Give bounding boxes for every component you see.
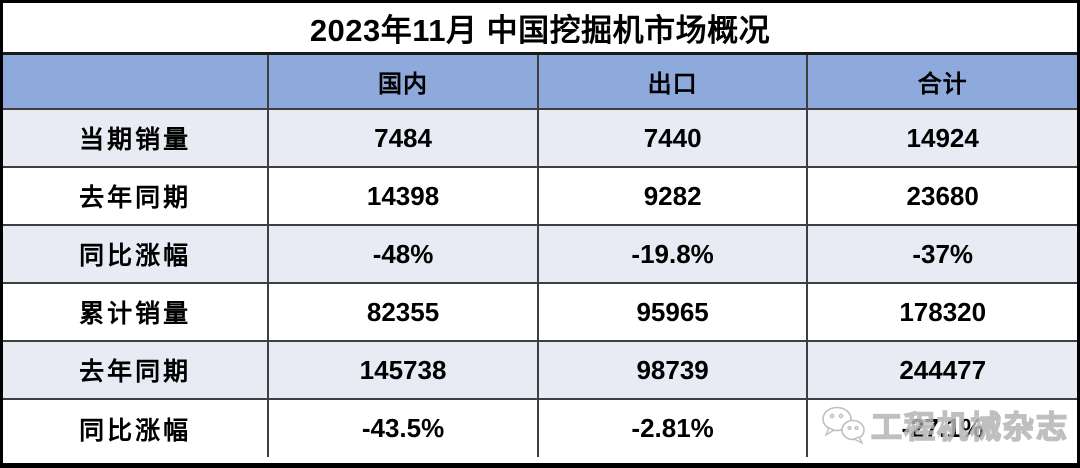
column-header-export: 出口 xyxy=(537,55,809,110)
cell-total: -37% xyxy=(807,225,1077,284)
row-label: 当期销量 xyxy=(3,109,270,168)
cell-total: 14924 xyxy=(807,109,1077,168)
cell-export: 95965 xyxy=(537,283,809,342)
row-label: 同比涨幅 xyxy=(3,399,270,457)
table-row-cumulative-sales: 累计销量 82355 95965 178320 xyxy=(3,283,1077,342)
cell-domestic: -48% xyxy=(268,225,539,284)
row-label: 去年同期 xyxy=(3,167,270,226)
table-header-row: 国内 出口 合计 xyxy=(3,55,1077,110)
cell-export: 98739 xyxy=(537,341,809,400)
cell-total: 23680 xyxy=(807,167,1077,226)
column-header-total: 合计 xyxy=(807,55,1077,110)
row-label: 累计销量 xyxy=(3,283,270,342)
cell-total: 178320 xyxy=(807,283,1077,342)
column-header-blank xyxy=(3,55,270,110)
cell-export: -19.8% xyxy=(537,225,809,284)
cell-domestic: 14398 xyxy=(268,167,539,226)
cell-domestic: 82355 xyxy=(268,283,539,342)
market-table: 国内 出口 合计 当期销量 7484 7440 14924 去年同期 14398… xyxy=(3,55,1077,457)
table-row-yoy-change: 同比涨幅 -48% -19.8% -37% xyxy=(3,225,1077,284)
cell-export: 7440 xyxy=(537,109,809,168)
row-label: 去年同期 xyxy=(3,341,270,400)
cell-export: 9282 xyxy=(537,167,809,226)
cell-domestic: -43.5% xyxy=(268,399,539,457)
table-row-last-year-same-period-cumulative: 去年同期 145738 98739 244477 xyxy=(3,341,1077,400)
cell-total: 244477 xyxy=(807,341,1077,400)
table-row-last-year-same-period: 去年同期 14398 9282 23680 xyxy=(3,167,1077,226)
table-row-yoy-change-cumulative: 同比涨幅 -43.5% -2.81% -27.1% xyxy=(3,399,1077,457)
cell-export: -2.81% xyxy=(537,399,809,457)
page-title: 2023年11月 中国挖掘机市场概况 xyxy=(3,3,1077,55)
row-label: 同比涨幅 xyxy=(3,225,270,284)
cell-domestic: 7484 xyxy=(268,109,539,168)
column-header-domestic: 国内 xyxy=(268,55,539,110)
table-row-current-sales: 当期销量 7484 7440 14924 xyxy=(3,109,1077,168)
cell-total: -27.1% xyxy=(901,413,984,443)
cell-domestic: 145738 xyxy=(268,341,539,400)
